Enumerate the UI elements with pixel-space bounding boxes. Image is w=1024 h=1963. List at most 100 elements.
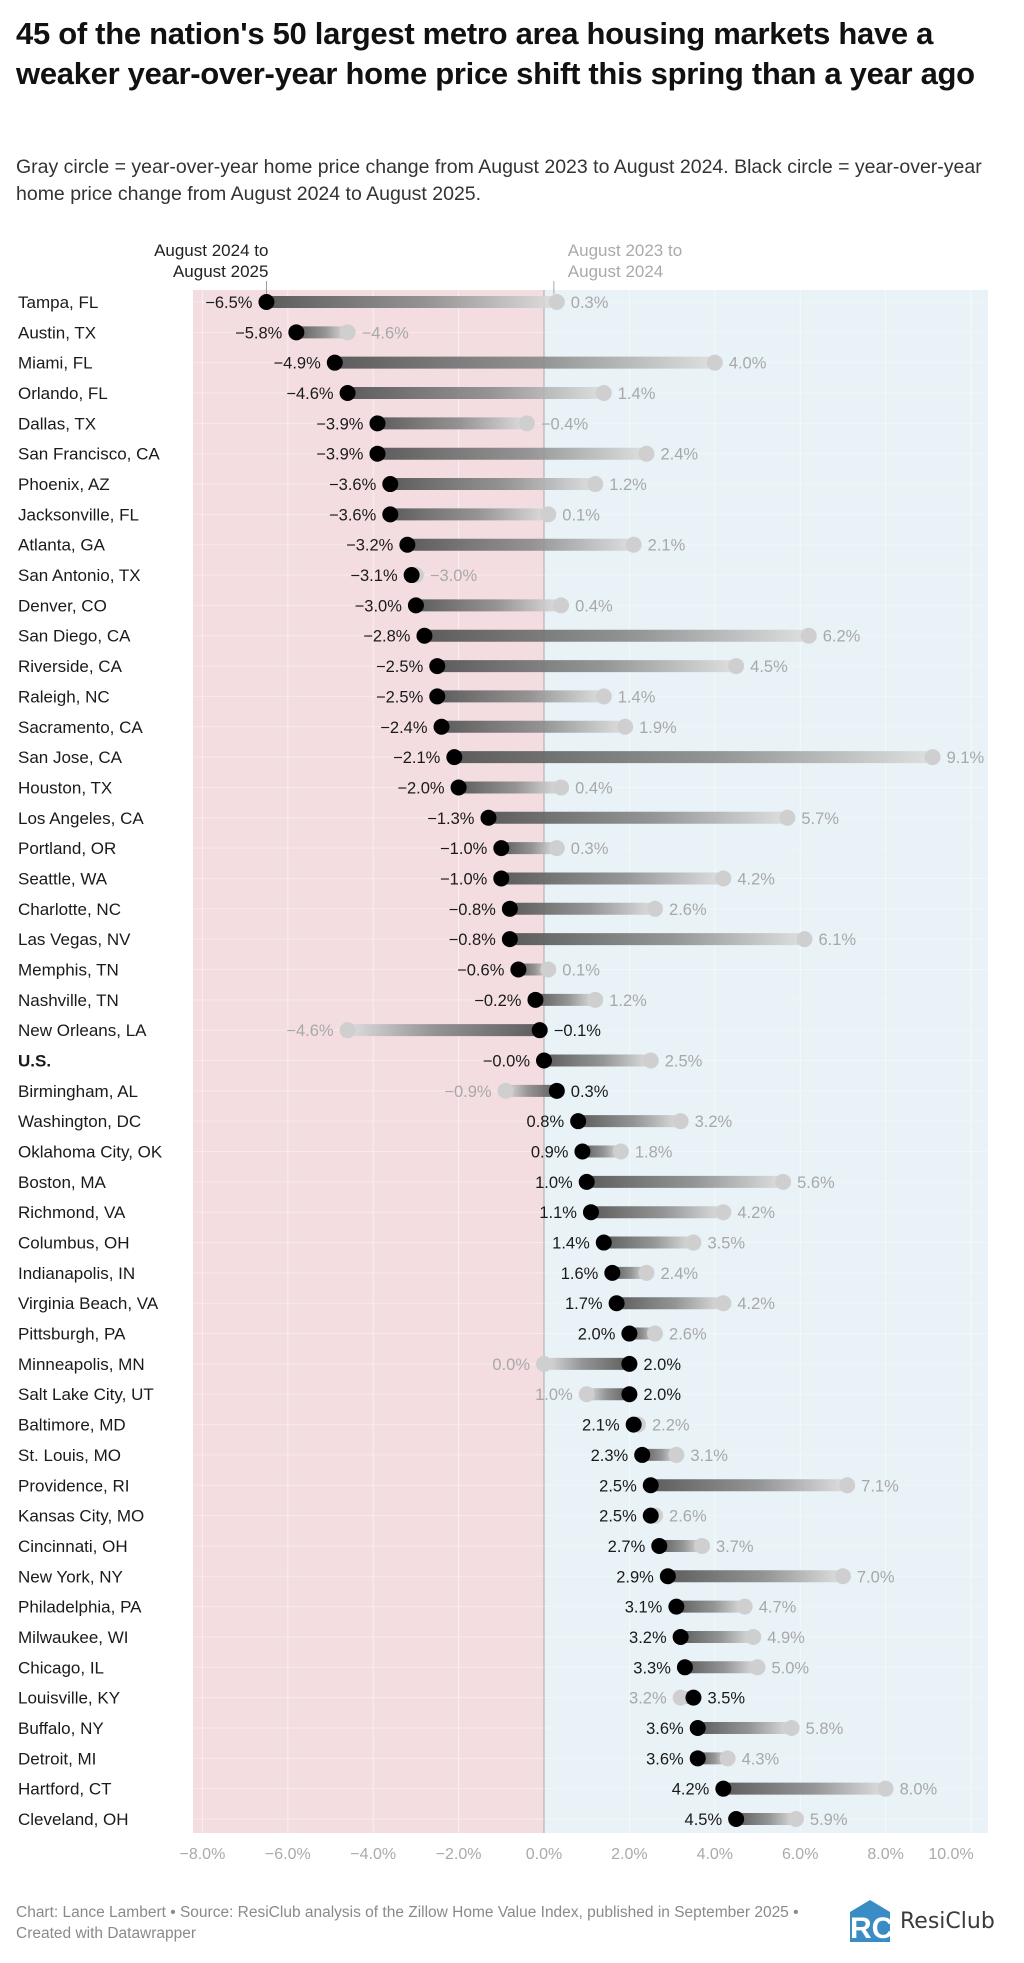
x-tick-label: −4.0% bbox=[350, 1846, 396, 1863]
prior-value-label: 2.1% bbox=[648, 537, 686, 555]
row-label: Detroit, MI bbox=[18, 1749, 96, 1768]
prior-value-label: 3.7% bbox=[716, 1538, 754, 1556]
current-value-label: 0.3% bbox=[571, 1083, 609, 1101]
row-label: Washington, DC bbox=[18, 1112, 141, 1131]
prior-value-label: 2.2% bbox=[652, 1417, 690, 1435]
current-value-label: −0.1% bbox=[554, 1022, 602, 1040]
prior-dot bbox=[693, 1537, 710, 1554]
row-label: Jacksonville, FL bbox=[18, 505, 139, 524]
current-dot bbox=[625, 1416, 642, 1433]
dumbbell-chart: August 2024 to August 2025 August 2023 to A… bbox=[18, 241, 988, 1863]
current-value-label: −5.8% bbox=[235, 324, 283, 342]
current-value-label: 3.6% bbox=[646, 1720, 684, 1738]
current-value-label: 0.8% bbox=[527, 1113, 565, 1131]
prior-value-label: 3.2% bbox=[629, 1690, 667, 1708]
chart-row: Louisville, KY 3.5% 3.2% bbox=[18, 1689, 745, 1708]
prior-value-label: 4.3% bbox=[742, 1750, 780, 1768]
prior-dot bbox=[706, 354, 723, 371]
current-value-label: −1.3% bbox=[427, 810, 475, 828]
current-value-label: −3.6% bbox=[329, 476, 377, 494]
current-dot bbox=[642, 1507, 659, 1524]
prior-dot bbox=[800, 627, 817, 644]
current-dot bbox=[570, 1113, 587, 1130]
prior-dot bbox=[548, 840, 565, 857]
chart-row: Minneapolis, MN 2.0% 0.0% bbox=[18, 1355, 681, 1374]
prior-dot bbox=[497, 1082, 514, 1099]
chart-row: Atlanta, GA −3.2% 2.1% bbox=[18, 536, 686, 555]
current-value-label: −2.0% bbox=[397, 779, 445, 797]
chart-row: Hartford, CT 4.2% 8.0% bbox=[18, 1780, 938, 1799]
chart-row: Austin, TX −5.8% −4.6% bbox=[18, 323, 409, 342]
prior-dot bbox=[339, 1022, 356, 1039]
prior-dot bbox=[540, 506, 557, 523]
current-dot bbox=[510, 961, 527, 978]
prior-dot bbox=[536, 1355, 552, 1372]
row-label: Miami, FL bbox=[18, 354, 93, 373]
current-value-label: 2.5% bbox=[599, 1508, 637, 1526]
chart-row: U.S. −0.0% 2.5% bbox=[18, 1052, 703, 1071]
chart-row: San Francisco, CA −3.9% 2.4% bbox=[18, 445, 698, 464]
series-label-prior: August 2024 bbox=[568, 262, 663, 281]
prior-dot bbox=[578, 1386, 595, 1403]
chart-row: Pittsburgh, PA 2.0% 2.6% bbox=[18, 1325, 707, 1344]
row-label: Tampa, FL bbox=[18, 293, 98, 312]
prior-dot bbox=[540, 961, 557, 978]
current-value-label: 3.3% bbox=[633, 1659, 671, 1677]
prior-dot bbox=[796, 931, 813, 948]
prior-dot bbox=[745, 1628, 762, 1645]
current-dot bbox=[672, 1628, 689, 1645]
chart-row: Sacramento, CA −2.4% 1.9% bbox=[18, 718, 677, 737]
current-value-label: −3.0% bbox=[355, 597, 403, 615]
prior-dot bbox=[518, 415, 535, 432]
chart-row: Memphis, TN −0.6% 0.1% bbox=[18, 960, 600, 979]
current-value-label: −0.8% bbox=[449, 901, 497, 919]
chart-row: Richmond, VA 1.1% 4.2% bbox=[18, 1203, 775, 1222]
prior-dot bbox=[715, 870, 732, 887]
chart-row: Washington, DC 0.8% 3.2% bbox=[18, 1112, 733, 1131]
prior-value-label: 0.3% bbox=[571, 840, 609, 858]
chart-row: Charlotte, NC −0.8% 2.6% bbox=[18, 900, 707, 919]
current-dot bbox=[369, 445, 386, 462]
prior-dot bbox=[595, 688, 612, 705]
chart-row: Boston, MA 1.0% 5.6% bbox=[18, 1173, 835, 1192]
current-dot bbox=[574, 1143, 591, 1160]
prior-dot bbox=[642, 1052, 659, 1069]
current-value-label: 1.4% bbox=[552, 1235, 590, 1253]
x-tick-label: 10.0% bbox=[928, 1846, 973, 1863]
prior-dot bbox=[749, 1659, 766, 1676]
current-dot bbox=[480, 809, 497, 826]
row-label: Kansas City, MO bbox=[18, 1507, 144, 1526]
prior-dot bbox=[839, 1477, 856, 1494]
current-value-label: 2.5% bbox=[599, 1477, 637, 1495]
row-label: St. Louis, MO bbox=[18, 1446, 121, 1465]
prior-value-label: 4.2% bbox=[737, 1204, 775, 1222]
prior-dot bbox=[787, 1811, 804, 1827]
prior-value-label: 2.4% bbox=[660, 446, 698, 464]
row-label: Seattle, WA bbox=[18, 869, 108, 888]
current-dot bbox=[382, 506, 399, 523]
current-dot bbox=[536, 1052, 552, 1069]
prior-value-label: 1.8% bbox=[635, 1144, 673, 1162]
prior-value-label: 4.0% bbox=[729, 355, 767, 373]
resiclub-logo[interactable]: RC ResiClub bbox=[846, 1898, 995, 1944]
row-label: Atlanta, GA bbox=[18, 536, 106, 555]
chart-row: Virginia Beach, VA 1.7% 4.2% bbox=[18, 1294, 775, 1313]
prior-value-label: −0.4% bbox=[541, 415, 589, 433]
prior-value-label: 2.6% bbox=[669, 901, 707, 919]
chart-row: Cincinnati, OH 2.7% 3.7% bbox=[18, 1537, 754, 1556]
prior-value-label: 4.9% bbox=[767, 1629, 805, 1647]
chart-row: New Orleans, LA −0.1% −4.6% bbox=[18, 1021, 601, 1040]
current-value-label: 2.0% bbox=[578, 1326, 616, 1344]
current-value-label: −1.0% bbox=[440, 870, 488, 888]
prior-dot bbox=[617, 718, 634, 735]
row-label: Indianapolis, IN bbox=[18, 1264, 135, 1283]
row-label: Orlando, FL bbox=[18, 384, 108, 403]
row-label: Portland, OR bbox=[18, 839, 116, 858]
row-label: Cleveland, OH bbox=[18, 1810, 129, 1829]
row-label: Boston, MA bbox=[18, 1173, 107, 1192]
current-value-label: 1.7% bbox=[565, 1295, 603, 1313]
prior-dot bbox=[736, 1598, 753, 1615]
prior-value-label: 2.5% bbox=[665, 1053, 703, 1071]
current-dot bbox=[493, 870, 510, 887]
current-dot bbox=[676, 1659, 693, 1676]
